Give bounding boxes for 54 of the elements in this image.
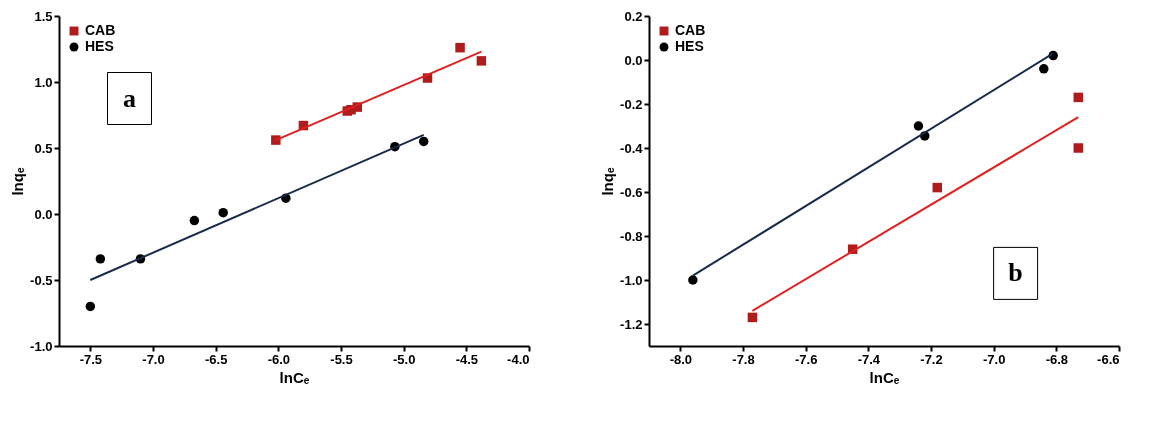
x-tick-label: -7.6 [794,351,818,367]
annotation: b [1008,258,1023,288]
x-tick-label: -6.0 [267,351,291,367]
legend-label: CAB [675,22,706,38]
x-tick-label: -7.4 [857,351,881,367]
point [747,312,758,323]
y-tick-label: -0.5 [30,272,53,288]
point [1073,143,1084,153]
point [455,42,465,53]
point [688,275,698,285]
x-tick-label: -6.6 [1097,351,1120,367]
legend-label: HES [675,38,704,54]
x-tick-label: -7.0 [982,351,1006,367]
y-tick-label: 0.2 [624,8,643,24]
y-tick-label: 0.0 [624,52,643,68]
x-tick-label: -6.5 [204,351,228,367]
y-tick-label: -0.2 [620,96,643,112]
annotation: a [123,83,136,113]
y-tick-label: -0.4 [620,140,644,156]
y-tick-label: 1.0 [34,74,53,90]
y-axis-title: lnqₑ [599,167,617,196]
legend-label: CAB [85,22,116,38]
x-axis-title: lnCₑ [279,368,310,386]
x-tick-label: -7.0 [142,351,165,367]
point [95,254,106,264]
x-tick-label: -7.5 [79,351,103,367]
y-tick-label: 0.0 [34,206,53,222]
point [418,136,429,147]
x-tick-label: -6.8 [1045,351,1069,367]
x-tick-label: -4.5 [455,351,479,367]
x-tick-label: -7.2 [920,351,943,367]
y-axis-title: lnqₑ [9,167,27,196]
point [1039,64,1049,74]
point [189,215,200,226]
y-tick-label: -1.0 [620,272,643,288]
y-tick-label: 0.5 [34,140,53,156]
point [476,56,487,66]
point [1073,92,1084,103]
point [913,121,924,131]
x-tick-label: -5.5 [330,351,353,367]
y-tick-label: -1.2 [620,316,643,332]
point [932,182,943,193]
x-tick-label: -8.0 [669,351,693,367]
y-tick-label: -0.8 [620,228,643,244]
point [85,301,96,312]
x-tick-label: -5.0 [392,351,416,367]
x-tick-label: -7.8 [732,351,755,367]
x-axis-title: lnCₑ [869,368,900,386]
y-tick-label: -0.6 [620,184,643,200]
y-tick-label: 1.5 [34,8,53,24]
y-tick-label: -1.0 [30,338,53,354]
point [218,207,228,218]
legend-label: HES [85,38,114,54]
x-tick-label: -4.0 [507,351,530,367]
